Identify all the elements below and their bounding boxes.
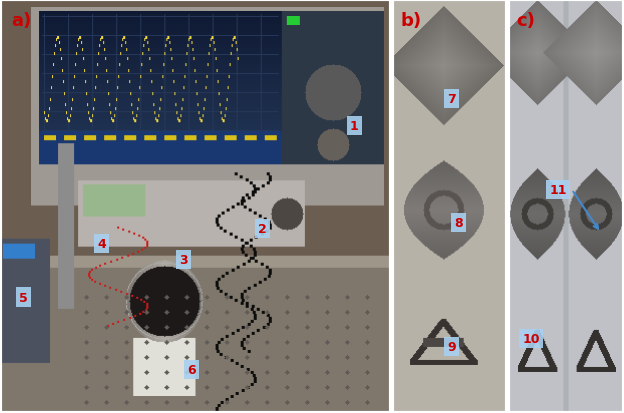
Text: 2: 2	[258, 223, 266, 236]
Text: a): a)	[12, 12, 32, 30]
Text: 1: 1	[349, 119, 358, 133]
Text: 10: 10	[522, 332, 540, 345]
Text: 3: 3	[180, 254, 188, 267]
Text: 8: 8	[454, 216, 463, 230]
Text: 6: 6	[187, 363, 196, 376]
Text: 9: 9	[447, 340, 456, 354]
Text: 7: 7	[447, 93, 456, 106]
Text: 5: 5	[19, 291, 28, 304]
Text: c): c)	[516, 12, 535, 30]
Text: 4: 4	[97, 237, 106, 250]
Text: b): b)	[401, 12, 422, 30]
Text: 11: 11	[549, 183, 567, 197]
